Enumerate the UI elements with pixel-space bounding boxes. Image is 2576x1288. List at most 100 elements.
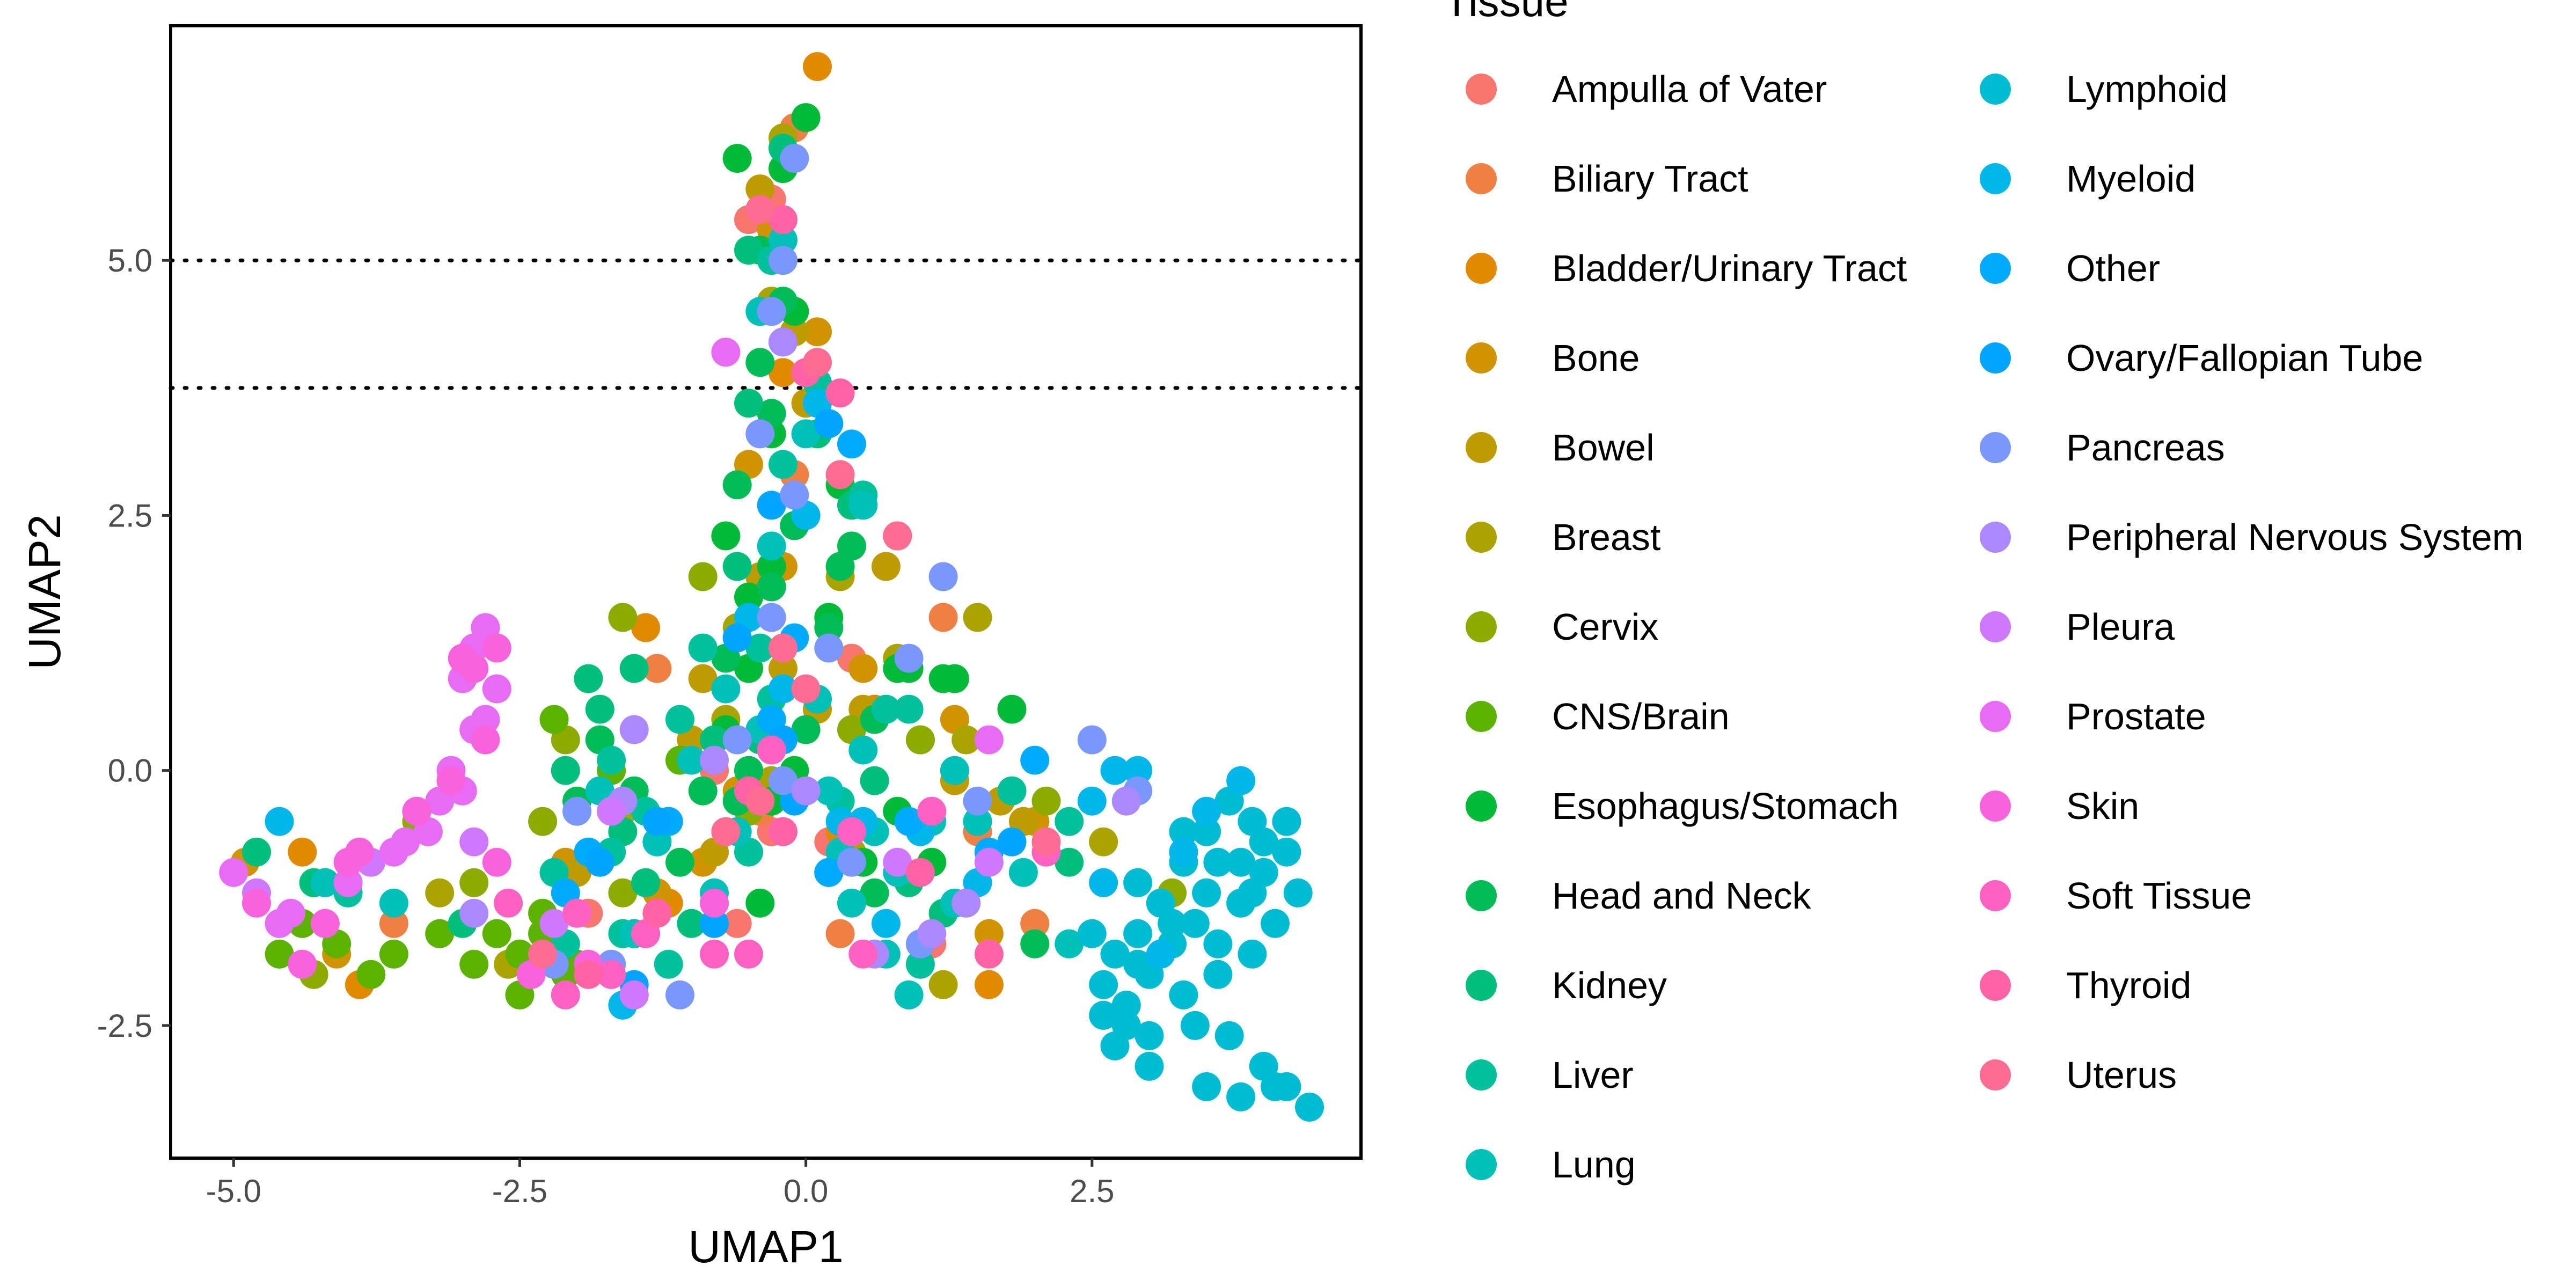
point-pleura bbox=[539, 909, 569, 938]
point-myeloid bbox=[1226, 766, 1256, 795]
point-liver bbox=[745, 633, 775, 663]
x-tick-label: 0.0 bbox=[784, 1173, 828, 1209]
point-soft-tissue bbox=[734, 939, 763, 969]
point-uterus bbox=[528, 939, 558, 969]
point-ampulla-of-vater bbox=[722, 909, 752, 938]
point-skin bbox=[242, 888, 271, 918]
point-pancreas bbox=[837, 847, 866, 877]
point-soft-tissue bbox=[494, 888, 523, 918]
point-peripheral-nervous-system bbox=[459, 898, 489, 928]
point-myeloid bbox=[1123, 756, 1153, 785]
point-lung bbox=[379, 888, 408, 918]
point-uterus bbox=[769, 633, 797, 663]
point-lymphoid bbox=[1169, 980, 1198, 1009]
point-myeloid bbox=[1100, 756, 1130, 785]
legend-key-esophagus-stomach bbox=[1466, 791, 1497, 822]
point-lymphoid bbox=[1192, 817, 1221, 846]
point-thyroid bbox=[769, 817, 797, 846]
point-esophagus-stomach bbox=[791, 103, 821, 133]
legend-key-bone bbox=[1466, 342, 1497, 374]
point-head-and-neck bbox=[722, 470, 752, 500]
legend-key-cns-brain bbox=[1466, 701, 1497, 732]
point-pancreas bbox=[757, 603, 786, 632]
point-liver bbox=[769, 450, 797, 479]
point-biliary-tract bbox=[1020, 909, 1050, 938]
point-pancreas bbox=[745, 419, 775, 449]
legend: Ampulla of Vater Biliary Tract Bladder/Uri… bbox=[1466, 68, 2523, 1185]
point-cns-brain bbox=[459, 949, 489, 979]
point-myeloid bbox=[1089, 868, 1118, 897]
point-lung bbox=[1055, 929, 1084, 958]
point-lymphoid bbox=[1089, 1000, 1118, 1030]
point-head-and-neck bbox=[791, 715, 821, 744]
legend-label-head-and-neck: Head and Neck bbox=[1552, 875, 1812, 917]
y-tick-label: -2.5 bbox=[97, 1008, 152, 1044]
legend-key-skin bbox=[1980, 791, 2011, 822]
point-ovary-fallopian-tube bbox=[642, 807, 672, 836]
legend-label-lung: Lung bbox=[1552, 1144, 1636, 1185]
point-lung bbox=[814, 776, 844, 806]
point-lymphoid bbox=[1135, 1051, 1164, 1081]
point-cervix bbox=[528, 807, 558, 836]
point-uterus bbox=[745, 786, 775, 816]
point-myeloid bbox=[1192, 796, 1221, 826]
point-peripheral-nervous-system bbox=[791, 776, 821, 806]
point-breast bbox=[425, 878, 455, 908]
point-cervix bbox=[608, 603, 638, 632]
point-thyroid bbox=[974, 939, 1004, 969]
point-peripheral-nervous-system bbox=[952, 888, 981, 918]
point-bone bbox=[803, 317, 832, 347]
point-myeloid bbox=[265, 807, 294, 836]
point-cns-brain bbox=[425, 919, 455, 948]
point-lymphoid bbox=[1283, 878, 1313, 908]
legend-label-pancreas: Pancreas bbox=[2066, 427, 2225, 469]
point-prostate bbox=[391, 827, 420, 857]
reference-lines bbox=[169, 258, 1363, 390]
point-esophagus-stomach bbox=[997, 694, 1027, 724]
point-lung bbox=[837, 888, 866, 918]
point-peripheral-nervous-system bbox=[917, 919, 947, 948]
point-liver bbox=[665, 705, 694, 734]
point-other bbox=[894, 807, 924, 836]
legend-key-breast bbox=[1466, 522, 1497, 553]
point-pleura bbox=[459, 827, 489, 857]
point-prostate bbox=[333, 868, 363, 897]
point-lymphoid bbox=[1111, 1011, 1141, 1040]
x-axis-ticks: -5.0 -2.5 0.0 2.5 bbox=[206, 1158, 1115, 1209]
legend-key-thyroid bbox=[1980, 970, 2011, 1001]
point-head-and-neck bbox=[1020, 929, 1050, 958]
point-kidney bbox=[619, 654, 649, 683]
point-skin bbox=[333, 847, 363, 877]
point-kidney bbox=[860, 766, 889, 795]
legend-key-uterus bbox=[1980, 1059, 2011, 1091]
point-lymphoid bbox=[1180, 909, 1210, 938]
point-lymphoid bbox=[1203, 929, 1233, 958]
point-esophagus-stomach bbox=[745, 888, 775, 918]
point-skin bbox=[482, 633, 511, 663]
point-head-and-neck bbox=[734, 756, 763, 785]
point-lymphoid bbox=[1238, 878, 1267, 908]
point-prostate bbox=[482, 674, 511, 704]
point-lung bbox=[310, 868, 340, 897]
point-head-and-neck bbox=[860, 878, 889, 908]
point-pancreas bbox=[757, 297, 786, 326]
point-kidney bbox=[1055, 847, 1084, 877]
legend-label-pleura: Pleura bbox=[2066, 606, 2175, 648]
legend-label-breast: Breast bbox=[1552, 516, 1660, 558]
point-thyroid bbox=[825, 378, 855, 408]
point-ovary-fallopian-tube bbox=[814, 409, 844, 438]
point-bowel bbox=[745, 174, 775, 204]
point-myeloid bbox=[1146, 939, 1175, 969]
point-skin bbox=[402, 796, 431, 826]
legend-key-prostate bbox=[1980, 701, 2011, 732]
point-biliary-tract bbox=[379, 909, 408, 938]
point-prostate bbox=[974, 725, 1004, 755]
point-myeloid bbox=[1169, 837, 1198, 867]
legend-label-other: Other bbox=[2066, 247, 2160, 289]
point-uterus bbox=[825, 460, 855, 489]
point-esophagus-stomach bbox=[757, 552, 786, 581]
point-lung bbox=[848, 491, 878, 520]
point-ovary-fallopian-tube bbox=[700, 909, 729, 938]
point-cns-brain bbox=[265, 939, 294, 969]
point-cervix bbox=[688, 562, 718, 591]
